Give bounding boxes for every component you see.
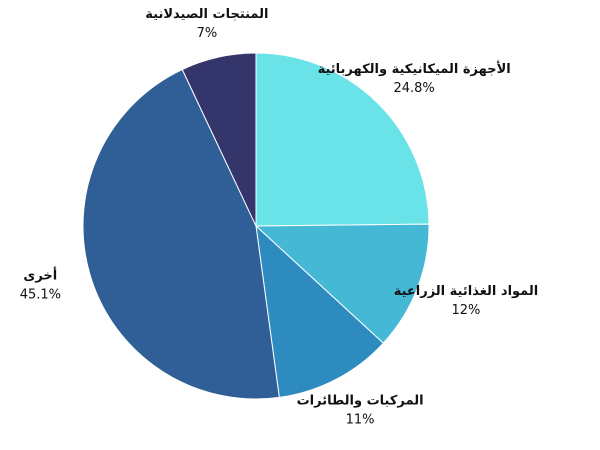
value-label: 12% — [452, 303, 481, 318]
pie-slice — [254, 223, 430, 344]
pie-slice — [255, 52, 430, 227]
pie-slice — [181, 52, 257, 227]
slice-label: المركبات والطائرات — [297, 394, 424, 409]
value-label: 7% — [197, 26, 218, 41]
slice-label: المنتجات الصيدلانية — [145, 7, 268, 22]
pie-slice — [255, 224, 385, 398]
slice-label: المواد الغذائية الزراعية — [394, 284, 539, 299]
value-label: 24.8% — [393, 81, 434, 96]
slice-label: أخرى — [23, 266, 57, 283]
value-label: 45.1% — [20, 287, 61, 302]
pie-slice — [82, 68, 280, 400]
value-label: 11% — [346, 413, 375, 428]
slice-label: الأجهزة الميكانيكية والكهربائية — [318, 60, 511, 77]
